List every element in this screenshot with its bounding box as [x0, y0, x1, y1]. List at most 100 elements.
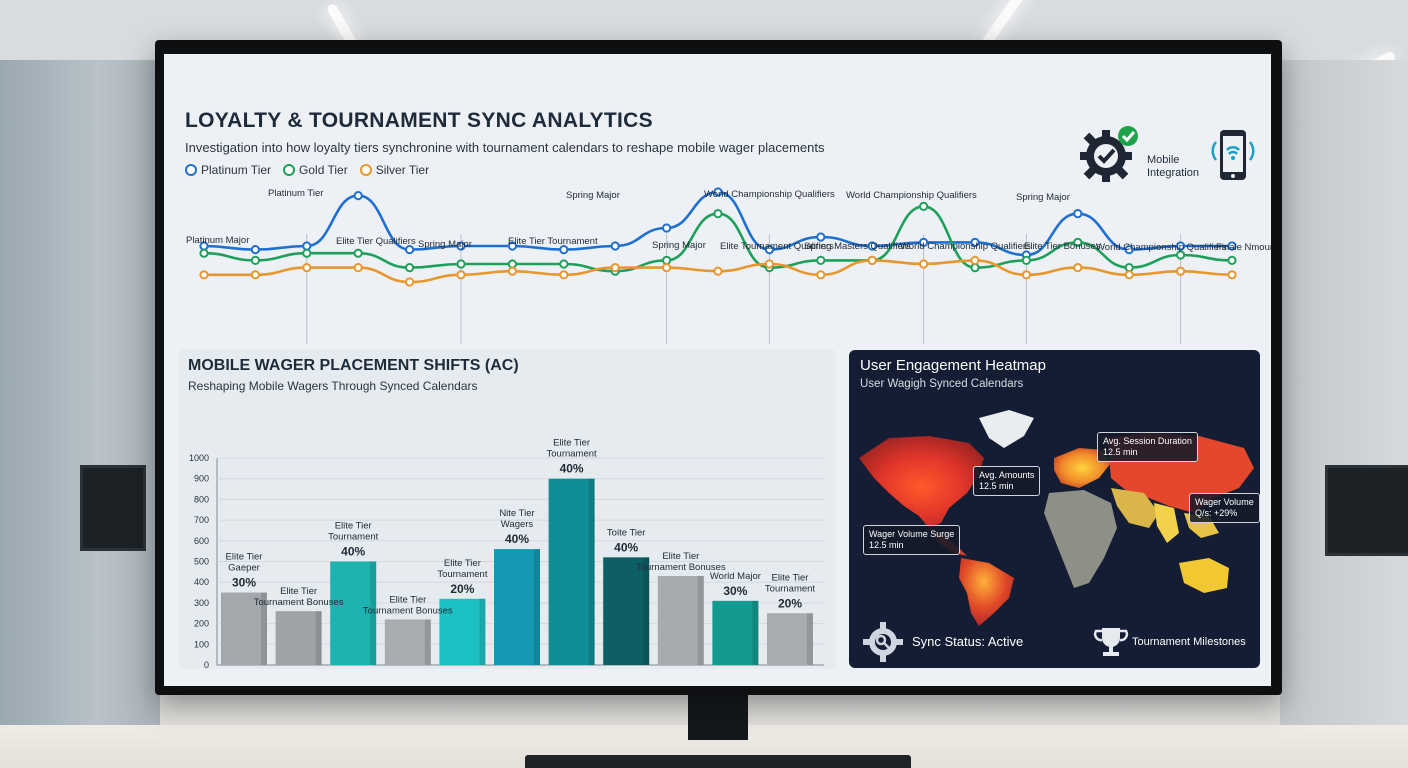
data-point[interactable]	[1124, 245, 1134, 255]
bar[interactable]	[330, 561, 377, 666]
data-point[interactable]	[456, 259, 466, 269]
data-point[interactable]	[867, 255, 877, 265]
data-point[interactable]	[1176, 250, 1186, 260]
heatmap-callout[interactable]: Wager Volume Q/s: +29%	[1189, 493, 1260, 523]
region-north-america[interactable]	[859, 436, 984, 528]
data-point[interactable]	[919, 259, 929, 269]
data-point[interactable]	[456, 241, 466, 251]
legend-item-platinum[interactable]: Platinum Tier	[185, 163, 271, 177]
data-point[interactable]	[1227, 255, 1237, 265]
data-point[interactable]	[610, 263, 620, 273]
data-point[interactable]	[250, 245, 261, 255]
data-point[interactable]	[1073, 263, 1083, 273]
data-point[interactable]	[302, 241, 312, 251]
mobile-wifi-icon[interactable]	[1208, 126, 1258, 188]
data-point[interactable]	[662, 255, 672, 265]
chart-annotation: Elite Tier Tournament	[508, 236, 598, 247]
data-point[interactable]	[250, 270, 261, 280]
data-point[interactable]	[662, 263, 672, 273]
sync-gear-icon[interactable]	[861, 620, 905, 664]
data-point[interactable]	[199, 270, 209, 280]
data-point[interactable]	[456, 270, 466, 280]
data-point[interactable]	[816, 255, 826, 265]
bar[interactable]	[712, 600, 759, 665]
data-point[interactable]	[250, 255, 261, 265]
data-point[interactable]	[507, 266, 517, 276]
region-south-america[interactable]	[959, 558, 1014, 626]
data-point[interactable]	[405, 277, 415, 287]
data-point[interactable]	[1021, 270, 1032, 280]
legend-item-gold[interactable]: Gold Tier	[283, 163, 348, 177]
bar[interactable]	[603, 557, 650, 665]
bar[interactable]	[275, 611, 322, 665]
data-point[interactable]	[1021, 255, 1032, 265]
data-point[interactable]	[353, 191, 363, 201]
data-point[interactable]	[970, 263, 980, 273]
data-point[interactable]	[353, 248, 363, 258]
data-point[interactable]	[1227, 270, 1237, 280]
y-tick-label: 500	[194, 557, 209, 567]
data-point[interactable]	[559, 270, 569, 280]
data-point[interactable]	[405, 263, 415, 273]
trophy-icon[interactable]	[1093, 624, 1129, 660]
data-point[interactable]	[353, 263, 363, 273]
data-point[interactable]	[405, 245, 415, 255]
chart-annotation: Spring Major	[566, 190, 620, 201]
region-india[interactable]	[1154, 503, 1179, 543]
line-series-gold-tier[interactable]	[203, 205, 1233, 273]
bar[interactable]	[548, 478, 595, 665]
bar[interactable]	[384, 619, 431, 665]
data-point[interactable]	[713, 266, 723, 276]
data-point[interactable]	[1073, 237, 1083, 247]
heatmap-callout[interactable]: Avg. Session Duration 12.5 min	[1097, 432, 1198, 462]
bar-top-label: Elite Tier	[662, 551, 699, 562]
data-point[interactable]	[1073, 209, 1083, 219]
region-australia[interactable]	[1179, 558, 1229, 593]
data-point[interactable]	[764, 259, 775, 269]
data-point[interactable]	[610, 241, 620, 251]
bar[interactable]	[657, 575, 704, 665]
data-point[interactable]	[559, 245, 569, 255]
bar-shade	[752, 600, 759, 665]
data-point[interactable]	[919, 237, 929, 247]
heatmap-title: User Engagement Heatmap	[860, 357, 1046, 374]
page-subtitle: Investigation into how loyalty tiers syn…	[185, 140, 825, 155]
data-point[interactable]	[713, 209, 723, 219]
region-greenland[interactable]	[979, 410, 1034, 448]
data-point[interactable]	[816, 232, 826, 242]
bar[interactable]	[221, 592, 267, 665]
bar-top-label: Nite Tier	[499, 508, 534, 519]
bar[interactable]	[439, 598, 486, 665]
data-point[interactable]	[970, 255, 980, 265]
data-point[interactable]	[1227, 241, 1237, 251]
heatmap-callout[interactable]: Avg. Amounts 12.5 min	[973, 466, 1041, 496]
heatmap-callout[interactable]: Wager Volume Surge 12.5 min	[863, 525, 961, 555]
data-point[interactable]	[302, 248, 312, 258]
data-point[interactable]	[919, 201, 929, 212]
legend-marker	[283, 164, 296, 176]
region-africa[interactable]	[1044, 490, 1117, 588]
data-point[interactable]	[559, 259, 569, 269]
data-point[interactable]	[507, 259, 517, 269]
data-point[interactable]	[764, 245, 775, 255]
gear-check-icon[interactable]	[1080, 124, 1140, 184]
data-point[interactable]	[1176, 266, 1186, 276]
data-point[interactable]	[662, 223, 672, 233]
data-point[interactable]	[1124, 270, 1134, 280]
data-point[interactable]	[1176, 241, 1186, 251]
data-point[interactable]	[507, 241, 517, 251]
data-point[interactable]	[1124, 263, 1134, 273]
data-point[interactable]	[199, 248, 209, 258]
legend-label: Silver Tier	[375, 163, 430, 177]
region-europe[interactable]	[1054, 448, 1111, 488]
data-point[interactable]	[302, 263, 312, 273]
legend-item-silver[interactable]: Silver Tier	[359, 163, 430, 177]
data-point[interactable]	[816, 270, 826, 280]
page-title: LOYALTY & TOURNAMENT SYNC ANALYTICS	[185, 109, 653, 132]
data-point[interactable]	[713, 187, 723, 197]
bar[interactable]	[494, 549, 540, 665]
region-middle-east[interactable]	[1111, 488, 1159, 528]
bar[interactable]	[767, 613, 813, 665]
data-point[interactable]	[970, 237, 980, 247]
data-point[interactable]	[867, 241, 877, 251]
